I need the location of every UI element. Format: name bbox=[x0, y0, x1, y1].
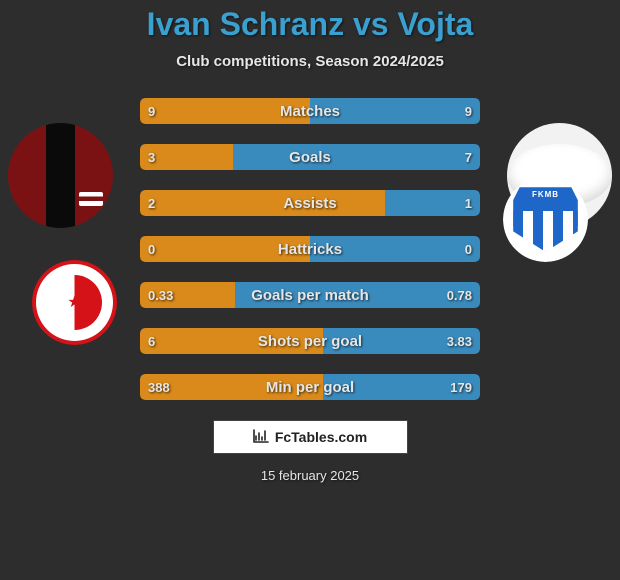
chart-icon bbox=[253, 429, 269, 446]
footer-date: 15 february 2025 bbox=[0, 468, 620, 483]
bar-right bbox=[310, 98, 480, 124]
stat-value-left: 0 bbox=[148, 236, 155, 262]
stat-value-right: 0.78 bbox=[447, 282, 472, 308]
stat-value-right: 3.83 bbox=[447, 328, 472, 354]
stat-value-right: 0 bbox=[465, 236, 472, 262]
stat-value-left: 9 bbox=[148, 98, 155, 124]
bar-left bbox=[140, 98, 310, 124]
footer-brand-box: FcTables.com bbox=[213, 420, 408, 454]
bar-left bbox=[140, 328, 323, 354]
avatar-player-left bbox=[8, 123, 113, 228]
footer-brand-text: FcTables.com bbox=[275, 429, 367, 445]
bar-left bbox=[140, 190, 385, 216]
stat-row: 99Matches bbox=[140, 98, 480, 124]
stat-value-right: 7 bbox=[465, 144, 472, 170]
club-logo-left: ★ bbox=[32, 260, 117, 345]
bar-right bbox=[235, 282, 480, 308]
stat-value-left: 2 bbox=[148, 190, 155, 216]
stat-bars: 99Matches37Goals21Assists00Hattricks0.33… bbox=[140, 98, 480, 400]
stat-value-left: 388 bbox=[148, 374, 170, 400]
page-title: Ivan Schranz vs Vojta bbox=[0, 6, 620, 43]
stat-row: 37Goals bbox=[140, 144, 480, 170]
stat-row: 0.330.78Goals per match bbox=[140, 282, 480, 308]
stat-row: 00Hattricks bbox=[140, 236, 480, 262]
stat-value-left: 6 bbox=[148, 328, 155, 354]
bar-right bbox=[310, 236, 480, 262]
stat-value-right: 9 bbox=[465, 98, 472, 124]
club-logo-right: FKMB bbox=[503, 177, 588, 262]
stat-value-right: 1 bbox=[465, 190, 472, 216]
stat-value-left: 0.33 bbox=[148, 282, 173, 308]
stat-row: 388179Min per goal bbox=[140, 374, 480, 400]
stat-row: 21Assists bbox=[140, 190, 480, 216]
stat-value-right: 179 bbox=[450, 374, 472, 400]
stat-value-left: 3 bbox=[148, 144, 155, 170]
bar-right bbox=[233, 144, 480, 170]
subtitle: Club competitions, Season 2024/2025 bbox=[0, 53, 620, 70]
stat-row: 63.83Shots per goal bbox=[140, 328, 480, 354]
bar-left bbox=[140, 236, 310, 262]
